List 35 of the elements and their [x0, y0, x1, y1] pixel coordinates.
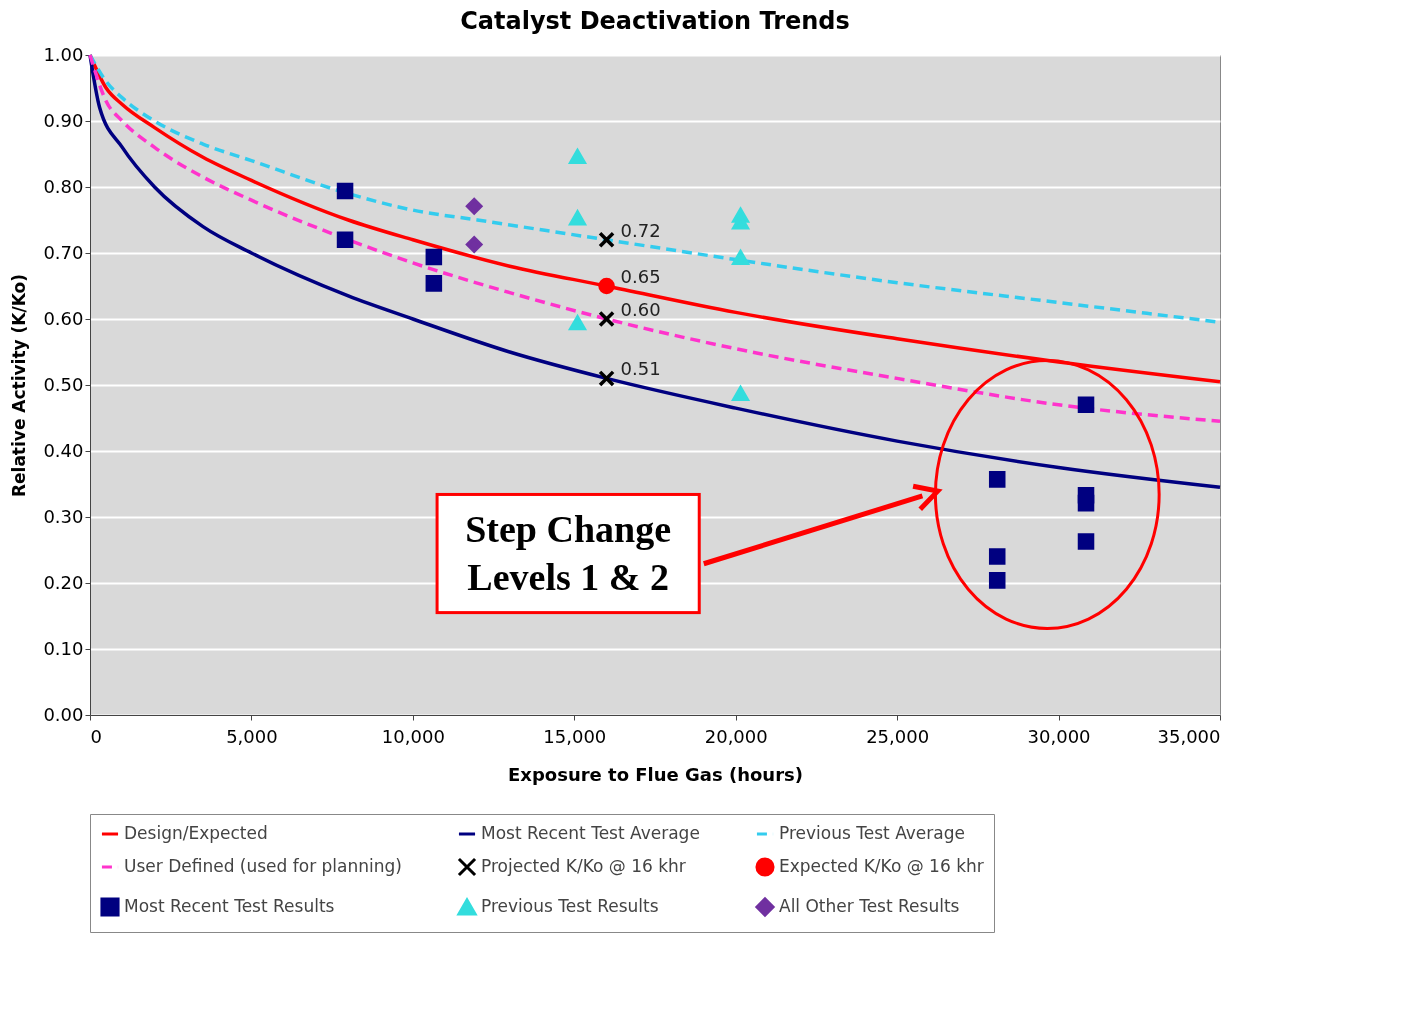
x-tick-label: 20,000 [704, 725, 768, 747]
y-tick-label: 0.20 [43, 571, 84, 593]
legend-label: Expected K/Ko @ 16 khr [779, 856, 984, 876]
y-tick-label: 0.10 [43, 637, 84, 659]
legend-label: Projected K/Ko @ 16 khr [481, 856, 686, 876]
x-tick-label: 5,000 [226, 725, 278, 747]
data-label: 0.51 [620, 358, 661, 380]
y-tick-label: 0.70 [43, 241, 84, 263]
legend-label: Previous Test Average [779, 823, 965, 843]
x-tick-label: 30,000 [1027, 725, 1091, 747]
data-label: 0.65 [620, 266, 661, 287]
data-label: 0.72 [620, 219, 661, 241]
y-axis-title: Relative Activity (K/Ko) [9, 273, 30, 498]
chart-title: Catalyst Deactivation Trends [460, 7, 850, 35]
x-tick-label: 10,000 [381, 725, 445, 747]
y-tick-label: 1.00 [43, 43, 84, 65]
data-label: 0.60 [620, 299, 661, 320]
legend-label: User Defined (used for planning) [124, 856, 402, 876]
x-tick-label: 15,000 [543, 725, 607, 747]
legend-label: All Other Test Results [779, 896, 960, 916]
legend-label: Previous Test Results [481, 896, 659, 916]
y-tick-label: 0.50 [43, 373, 84, 395]
y-tick-label: 0.30 [43, 505, 84, 527]
y-tick-label: 0.80 [43, 175, 84, 197]
x-tick-label: 25,000 [866, 725, 930, 747]
y-tick-label: 0.60 [43, 307, 84, 329]
y-tick-label: 0.40 [43, 439, 84, 461]
y-tick-label: 0.00 [43, 703, 84, 725]
legend-label: Design/Expected [124, 823, 268, 843]
x-axis-title: Exposure to Flue Gas (hours) [508, 763, 803, 785]
x-tick-label: 35,000 [1157, 725, 1221, 747]
y-tick-label: 0.90 [43, 109, 84, 131]
x-tick-label: 0 [90, 725, 102, 747]
legend-label: Most Recent Test Average [481, 823, 700, 843]
legend-label: Most Recent Test Results [124, 896, 335, 916]
